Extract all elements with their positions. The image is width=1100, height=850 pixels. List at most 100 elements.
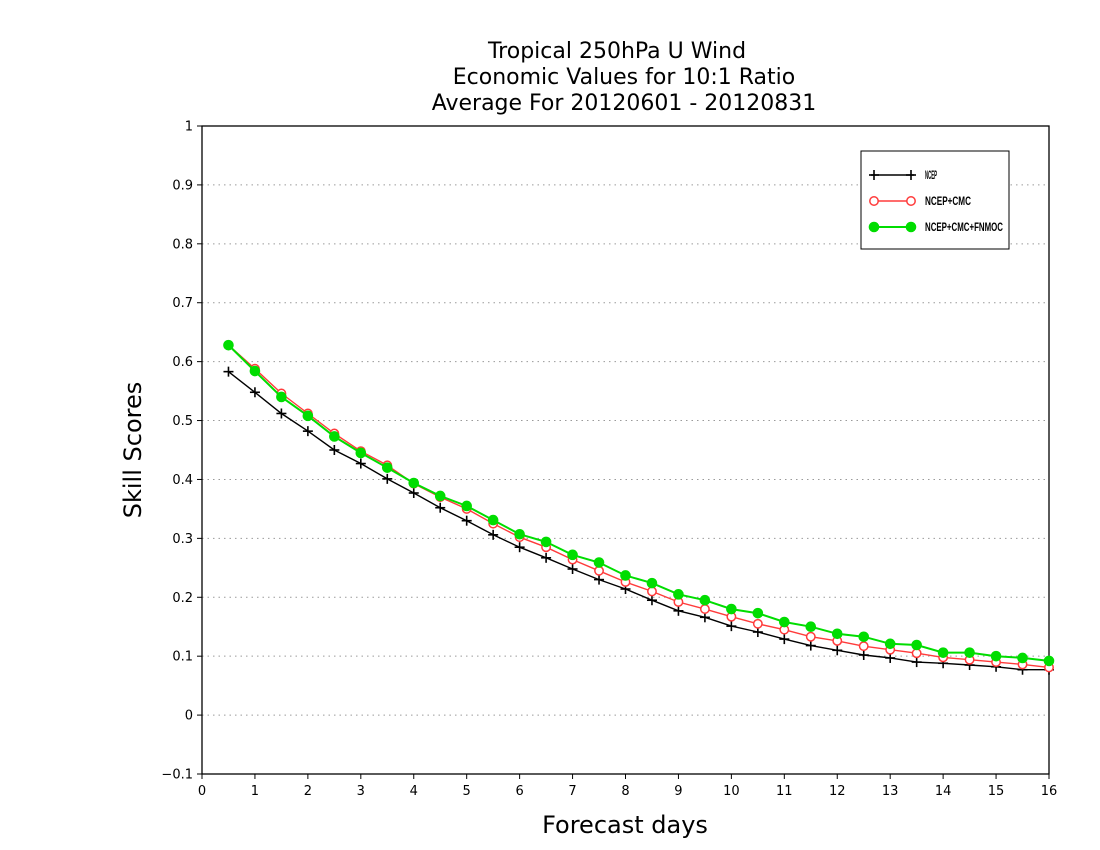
y-tick-label: 0.7 — [172, 296, 193, 311]
data-point — [461, 515, 472, 526]
x-tick-label: 10 — [723, 784, 740, 799]
y-tick-label: 0.1 — [172, 650, 193, 665]
x-tick-label: 6 — [515, 784, 523, 799]
x-tick-label: 12 — [829, 784, 846, 799]
data-point — [726, 603, 737, 615]
data-point — [593, 557, 605, 568]
data-point — [805, 640, 816, 651]
y-tick-label: 0.9 — [172, 178, 193, 193]
data-point — [594, 565, 604, 576]
series-ncep-cmc — [223, 340, 1054, 673]
legend-marker — [906, 170, 916, 180]
data-point — [779, 616, 790, 628]
legend-items: NCEP NCEP+CMC NCEP+CMC+FNMOC — [868, 168, 1003, 234]
x-tick-label: 15 — [988, 784, 1005, 799]
legend-item: NCEP — [869, 168, 937, 182]
data-point — [726, 621, 737, 632]
data-point — [541, 552, 552, 563]
x-tick-label: 2 — [304, 784, 312, 799]
data-point — [223, 366, 234, 377]
series-ncep — [223, 366, 1054, 675]
legend: NCEP NCEP+CMC NCEP+CMC+FNMOC — [860, 150, 1010, 250]
data-point — [831, 628, 843, 640]
y-tick-label: 0 — [185, 709, 193, 724]
data-point — [937, 647, 949, 658]
data-point — [487, 514, 499, 526]
data-point — [858, 650, 869, 661]
series-line — [228, 371, 1049, 671]
data-point — [434, 490, 446, 502]
data-point — [276, 408, 287, 419]
data-point — [1017, 652, 1028, 664]
chart-title-line-1: Tropical 250hPa U Wind — [487, 39, 746, 64]
data-point — [752, 618, 763, 629]
data-point — [249, 387, 260, 398]
legend-item: NCEP+CMC+FNMOC — [868, 220, 1003, 234]
data-point — [646, 595, 657, 606]
data-point — [646, 577, 658, 589]
data-point — [620, 570, 631, 581]
data-point — [488, 529, 499, 540]
chart-title-line-2: Economic Values for 10:1 Ratio — [453, 65, 795, 90]
data-point — [302, 410, 314, 422]
y-tick-label: 1 — [185, 120, 193, 135]
x-tick-label: 5 — [463, 784, 471, 799]
x-tick-label: 4 — [410, 784, 418, 799]
chart-title: Tropical 250hPa U Wind Economic Values f… — [432, 39, 817, 116]
data-point — [911, 639, 922, 651]
x-tick-label: 3 — [357, 784, 365, 799]
y-axis-title: Skill Scores — [119, 382, 147, 519]
data-point — [461, 500, 472, 512]
data-point — [594, 574, 605, 585]
x-tick-label: 16 — [1041, 784, 1058, 799]
series-line — [227, 344, 1050, 662]
data-point — [276, 391, 287, 403]
legend-label: NCEP+CMC+FNMOC — [925, 220, 1003, 234]
x-tick-label: 9 — [674, 784, 682, 799]
legend-marker — [868, 221, 880, 233]
x-tick-label: 8 — [621, 784, 629, 799]
data-point — [382, 473, 393, 484]
data-point — [223, 339, 234, 351]
x-tick-label: 0 — [198, 784, 206, 799]
x-axis-title: Forecast days — [542, 811, 708, 839]
data-point — [752, 607, 764, 619]
data-point — [673, 589, 684, 600]
series-group — [223, 339, 1055, 675]
data-point — [779, 634, 790, 645]
data-point — [805, 621, 817, 633]
data-point — [302, 426, 313, 437]
data-point — [858, 631, 870, 643]
legend-marker — [905, 221, 917, 233]
y-tick-label: 0.6 — [172, 355, 193, 370]
legend-label: NCEP+CMC — [925, 194, 971, 208]
data-point — [884, 638, 896, 650]
y-tick-label: 0.8 — [172, 237, 193, 252]
data-point — [435, 502, 446, 513]
data-point — [647, 586, 657, 597]
legend-box — [860, 150, 1010, 250]
y-tick-label: 0.3 — [172, 532, 193, 547]
y-tick-label: 0.4 — [172, 473, 193, 488]
data-point — [329, 431, 340, 442]
data-point — [911, 648, 922, 659]
x-tick-label: 13 — [882, 784, 899, 799]
data-point — [329, 445, 340, 455]
data-point — [911, 657, 922, 668]
chart-title-line-3: Average For 20120601 - 20120831 — [432, 91, 817, 116]
legend-label: NCEP — [925, 168, 937, 182]
data-point — [1043, 655, 1055, 667]
data-point — [408, 488, 419, 499]
data-point — [567, 549, 578, 561]
data-point — [381, 462, 393, 473]
data-point — [699, 604, 710, 615]
data-point — [858, 641, 869, 652]
data-point — [540, 536, 552, 548]
legend-marker — [906, 196, 916, 206]
x-tick-label: 1 — [251, 784, 259, 799]
data-point — [355, 458, 366, 469]
series-ncep-cmc-fnmoc — [223, 339, 1055, 667]
y-tick-label: 0.5 — [172, 414, 193, 429]
y-tick-label: 0.2 — [172, 591, 193, 606]
